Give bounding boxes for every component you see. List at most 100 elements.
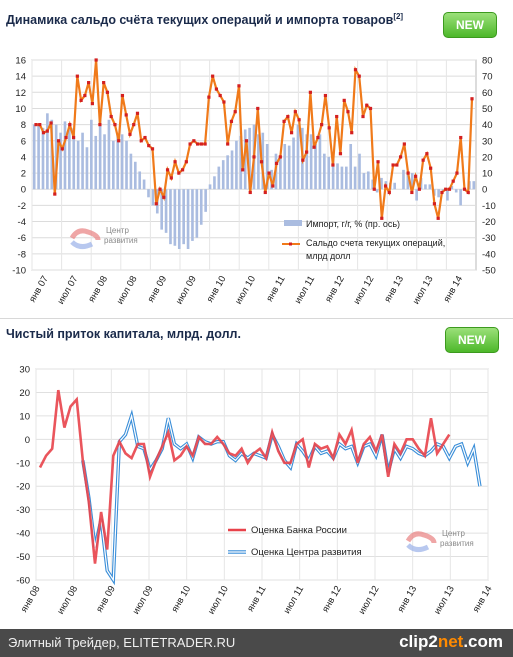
import-bar <box>309 134 313 190</box>
current-account-point <box>391 163 395 167</box>
import-bar <box>318 134 322 190</box>
y-tick: -10 <box>16 458 30 469</box>
current-account-chart-panel: Динамика сальдо счёта текущих операций и… <box>0 0 513 319</box>
import-bar <box>344 166 348 190</box>
footer-source-text[interactable]: Элитный Трейдер, ELITETRADER.RU <box>8 635 236 650</box>
y-left-tick: 6 <box>21 136 26 147</box>
x-tick-label: янв 09 <box>145 274 169 304</box>
y-left-tick: 10 <box>15 104 26 115</box>
clip2net-logo[interactable]: clip2net.com <box>399 632 503 652</box>
import-bar <box>133 161 137 190</box>
current-account-point <box>49 121 53 125</box>
current-account-point <box>34 123 38 127</box>
current-account-point <box>211 74 215 78</box>
import-bar <box>292 137 295 190</box>
y-right-tick: 20 <box>482 152 493 163</box>
current-account-point <box>398 155 403 159</box>
x-tick-label: июл 08 <box>115 274 140 306</box>
current-account-point <box>383 184 388 188</box>
current-account-point <box>429 166 433 170</box>
y-right-tick: 80 <box>482 56 493 67</box>
y-left-tick: 8 <box>21 120 26 131</box>
current-account-point <box>259 160 264 164</box>
y-right-tick: 30 <box>482 136 493 147</box>
current-account-point <box>192 139 196 143</box>
import-bar <box>362 173 366 190</box>
import-bar <box>63 121 67 190</box>
import-bar <box>366 171 370 190</box>
import-bar <box>459 189 462 206</box>
import-bar <box>98 111 102 190</box>
import-bar <box>142 179 146 190</box>
current-account-point <box>45 129 49 133</box>
current-account-point <box>402 142 406 146</box>
x-tick-label: июл 12 <box>357 584 382 616</box>
import-bar <box>213 176 216 190</box>
current-account-point <box>226 142 230 146</box>
centr-logo-2: Центр развития <box>404 529 474 558</box>
import-bar <box>441 189 445 191</box>
current-account-point <box>38 123 42 127</box>
y-tick: -60 <box>16 576 30 587</box>
import-bar <box>437 189 440 198</box>
import-bar <box>279 155 282 190</box>
current-account-point <box>68 123 72 127</box>
import-bar <box>138 171 142 190</box>
current-account-point <box>305 150 309 154</box>
current-account-point <box>312 145 316 149</box>
import-bar <box>90 119 93 190</box>
current-account-point <box>90 102 94 106</box>
current-account-point <box>248 190 252 195</box>
import-bar <box>243 129 247 190</box>
current-account-point <box>440 190 444 195</box>
current-account-point <box>64 135 68 140</box>
import-bar <box>305 134 309 190</box>
current-account-point <box>338 152 343 156</box>
import-bar <box>257 134 260 190</box>
import-bar <box>230 150 234 190</box>
chart1-title-footnote[interactable]: [2] <box>393 12 404 21</box>
x-tick-label: янв 07 <box>27 274 51 304</box>
x-tick-label: июл 10 <box>206 584 231 616</box>
footer-bar: Элитный Трейдер, ELITETRADER.RU clip2net… <box>0 629 513 657</box>
current-account-point <box>113 123 117 127</box>
import-bar <box>182 189 185 245</box>
import-bar <box>353 166 357 190</box>
current-account-point <box>286 114 290 119</box>
current-account-point <box>395 163 399 167</box>
current-account-point <box>414 174 418 178</box>
y-left-tick: 14 <box>15 72 26 83</box>
current-account-point <box>180 168 185 172</box>
y-right-tick: -30 <box>482 233 496 244</box>
current-account-point <box>158 187 162 191</box>
import-bar <box>129 153 133 190</box>
y-tick: 20 <box>19 388 30 399</box>
chart1-title-text: Динамика сальдо счёта текущих операций и… <box>6 13 394 28</box>
current-account-point <box>462 187 467 191</box>
y-left-tick: 4 <box>21 152 26 163</box>
current-account-point <box>417 187 421 191</box>
current-account-point <box>376 160 380 164</box>
current-account-point <box>316 135 320 140</box>
current-account-point <box>350 131 354 135</box>
current-account-point <box>342 98 346 102</box>
x-tick-label: июл 11 <box>293 274 318 306</box>
current-account-point <box>282 119 286 123</box>
legend2-label-cbr: Оценка Банка России <box>251 525 347 536</box>
import-bar <box>393 182 396 190</box>
current-account-point <box>459 135 463 140</box>
import-bar <box>177 189 181 249</box>
import-bar <box>415 189 418 201</box>
current-account-point <box>372 187 376 191</box>
new-badge-1[interactable]: NEW <box>443 12 497 38</box>
current-account-point <box>218 93 222 98</box>
new-badge-2[interactable]: NEW <box>445 327 499 353</box>
current-account-point <box>188 142 192 146</box>
current-account-point <box>368 106 373 111</box>
current-account-point <box>83 93 87 98</box>
current-account-point <box>436 216 440 220</box>
centr-logo-line1: Центр <box>106 226 129 235</box>
import-bar <box>424 184 427 190</box>
current-account-point <box>470 97 474 101</box>
current-account-point <box>53 192 57 196</box>
